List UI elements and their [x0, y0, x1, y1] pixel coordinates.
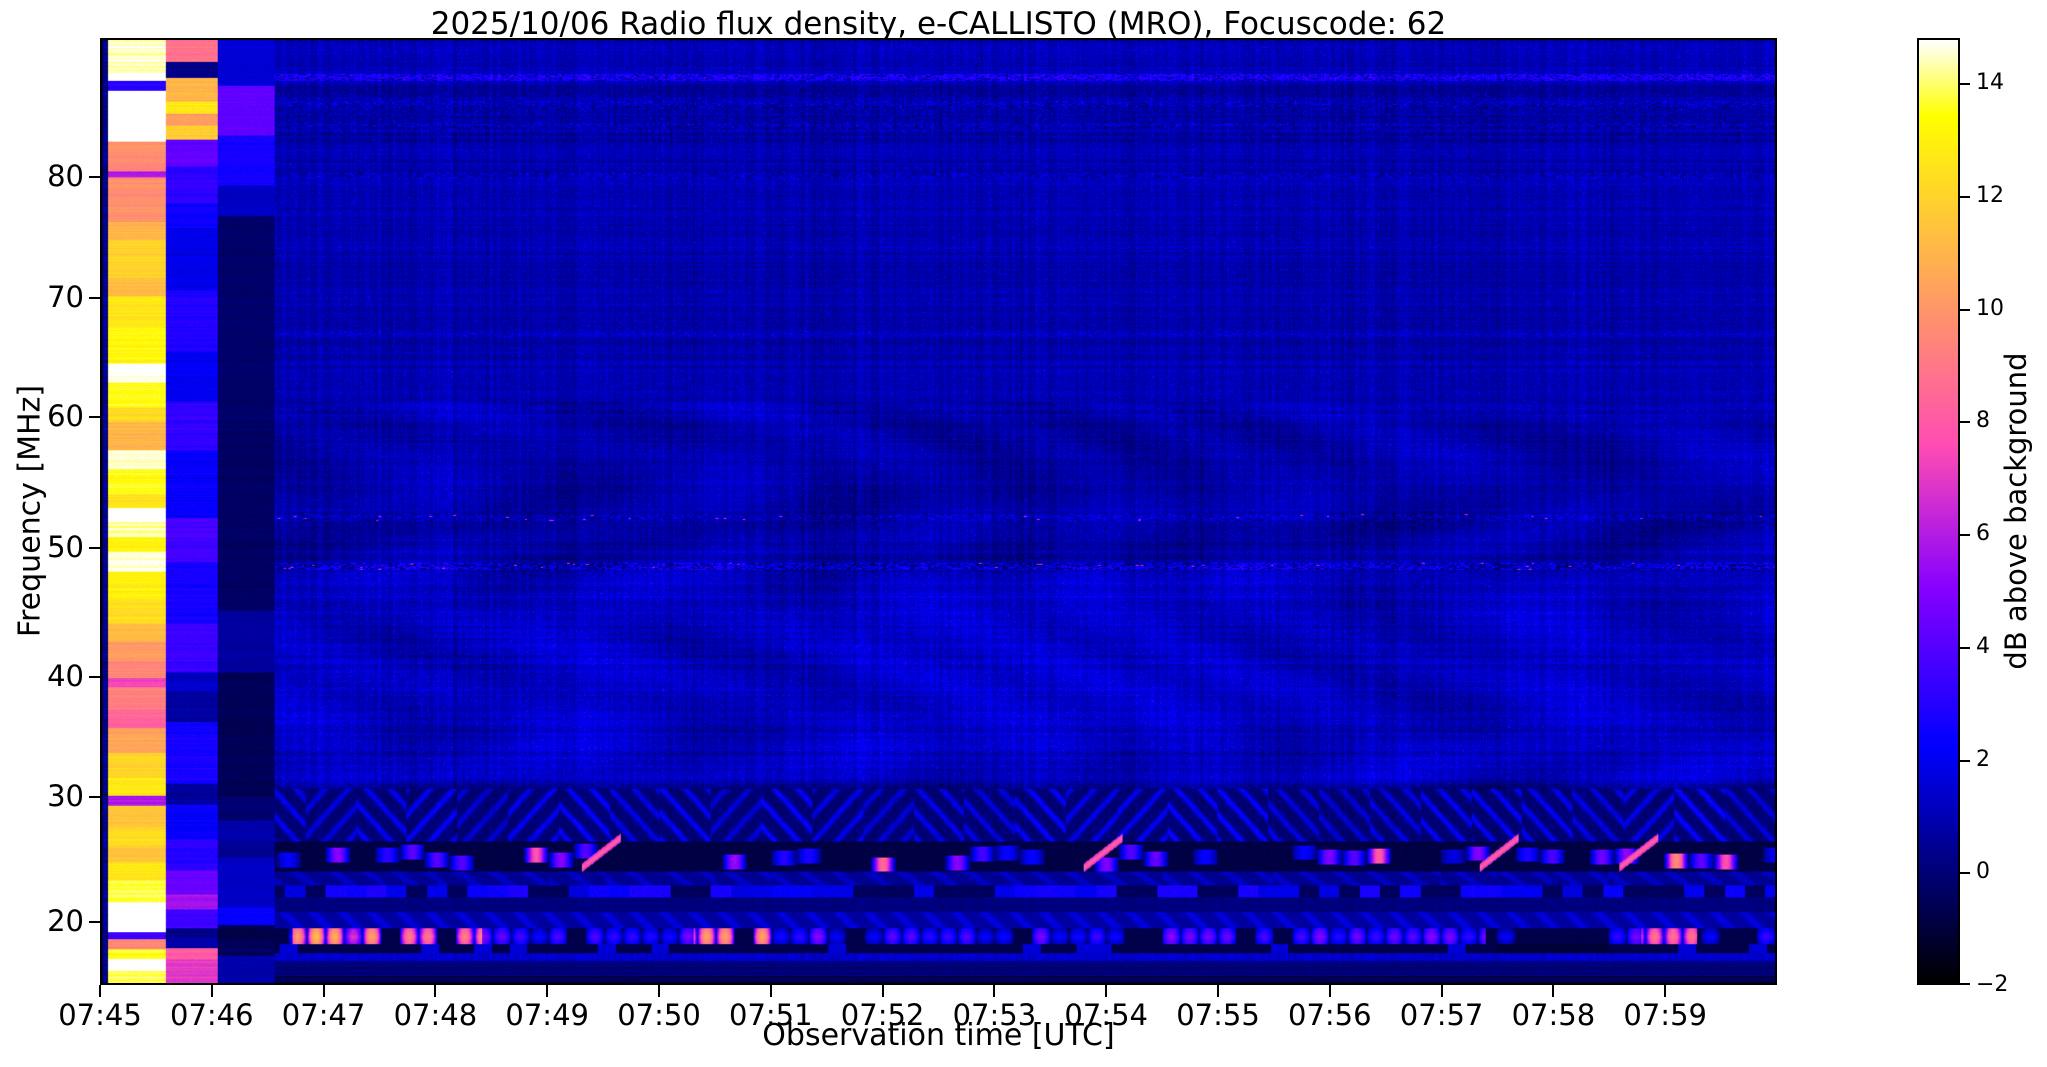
- x-tick-label: 07:55: [1176, 998, 1260, 1032]
- y-tick-label: 30: [47, 778, 84, 813]
- colorbar: [1917, 38, 1960, 985]
- y-tick-mark: [89, 676, 100, 679]
- x-tick-label: 07:56: [1288, 998, 1372, 1032]
- x-tick-label: 07:48: [393, 998, 478, 1032]
- colorbar-tick-label: 4: [1976, 633, 1990, 659]
- colorbar-tick-label: 2: [1976, 746, 1990, 772]
- x-tick-label: 07:53: [952, 998, 1037, 1032]
- colorbar-tick-mark: [1960, 421, 1970, 424]
- colorbar-tick-mark: [1960, 83, 1970, 86]
- y-axis-label: Frequency [MHz]: [12, 384, 48, 638]
- x-tick-label: 07:46: [170, 998, 254, 1032]
- x-tick-label: 07:50: [617, 998, 701, 1032]
- x-tick-label: 07:54: [1064, 998, 1148, 1032]
- x-axis-label: Observation time [UTC]: [762, 1018, 1115, 1053]
- y-tick-mark: [89, 415, 100, 418]
- spectrogram-canvas: [102, 40, 1775, 983]
- x-tick-mark: [322, 985, 325, 997]
- x-tick-label: 07:58: [1511, 998, 1596, 1032]
- colorbar-tick-label: −2: [1976, 972, 2009, 997]
- x-tick-label: 07:49: [505, 998, 589, 1032]
- x-tick-mark: [1664, 985, 1667, 997]
- chart-title: 2025/10/06 Radio flux density, e-CALLIST…: [430, 6, 1447, 42]
- x-tick-mark: [99, 985, 101, 997]
- y-tick-mark: [89, 297, 100, 300]
- x-tick-mark: [434, 985, 437, 997]
- x-tick-mark: [210, 985, 213, 997]
- y-tick-label: 70: [47, 280, 84, 315]
- y-tick-mark: [89, 795, 100, 798]
- colorbar-tick-label: 6: [1976, 521, 1990, 547]
- plot-area: [100, 38, 1777, 985]
- x-tick-mark: [546, 985, 549, 997]
- colorbar-tick-label: 8: [1976, 408, 1990, 434]
- y-tick-mark: [89, 546, 100, 549]
- x-tick-mark: [993, 985, 996, 997]
- x-tick-mark: [1328, 985, 1331, 997]
- colorbar-gradient-canvas: [1919, 40, 1958, 983]
- y-tick-mark: [89, 176, 100, 179]
- y-tick-mark: [89, 921, 100, 924]
- y-tick-label: 80: [47, 159, 84, 194]
- colorbar-tick-mark: [1960, 872, 1970, 875]
- x-tick-label: 07:52: [840, 998, 925, 1032]
- colorbar-tick-mark: [1960, 759, 1970, 762]
- x-tick-mark: [1552, 985, 1555, 997]
- colorbar-tick-label: 14: [1976, 70, 2004, 96]
- colorbar-tick-label: 0: [1976, 859, 1990, 885]
- x-tick-mark: [769, 985, 772, 997]
- y-tick-label: 40: [47, 659, 84, 694]
- colorbar-tick-label: 12: [1976, 182, 2004, 208]
- x-tick-mark: [1440, 985, 1443, 997]
- colorbar-label: dB above background: [1999, 352, 2033, 670]
- x-tick-mark: [658, 985, 660, 997]
- colorbar-tick-mark: [1960, 646, 1970, 649]
- x-tick-label: 07:57: [1399, 998, 1484, 1032]
- colorbar-tick-mark: [1960, 534, 1970, 537]
- colorbar-tick-mark: [1960, 308, 1970, 311]
- colorbar-tick-mark: [1960, 195, 1970, 198]
- x-tick-mark: [881, 985, 884, 997]
- colorbar-tick-label: 10: [1976, 295, 2004, 321]
- x-tick-label: 07:51: [729, 998, 813, 1032]
- y-tick-label: 60: [47, 398, 84, 433]
- y-tick-label: 20: [47, 904, 84, 939]
- y-tick-label: 50: [47, 529, 84, 564]
- x-tick-label: 07:59: [1623, 998, 1707, 1032]
- x-tick-mark: [1105, 985, 1108, 997]
- x-tick-mark: [1217, 985, 1219, 997]
- x-tick-label: 07:47: [281, 998, 366, 1032]
- x-tick-label: 07:45: [58, 998, 142, 1032]
- colorbar-tick-mark: [1960, 983, 1970, 985]
